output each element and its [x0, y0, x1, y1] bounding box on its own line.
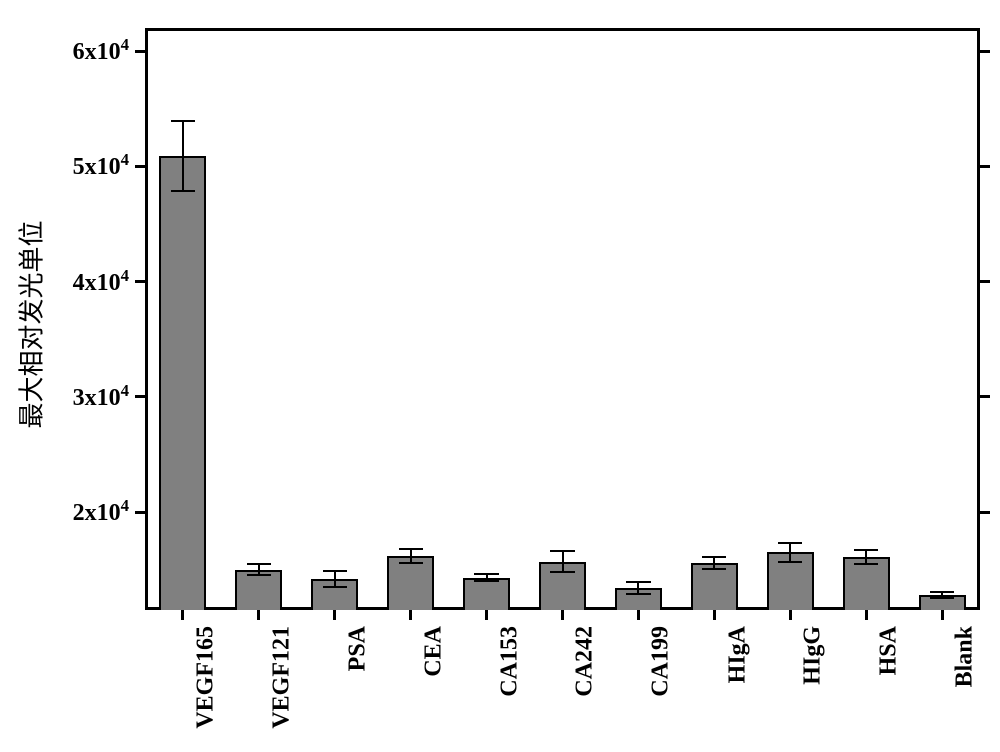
y-tick-right: [980, 395, 990, 398]
error-cap-bot: [247, 574, 271, 576]
error-cap-bot: [626, 593, 650, 595]
error-bar: [334, 571, 336, 587]
x-tick-label: PSA: [344, 626, 371, 671]
error-cap-top: [550, 550, 574, 552]
error-bar: [562, 551, 564, 572]
error-bar: [182, 121, 184, 191]
x-tick: [333, 610, 336, 620]
x-tick-label: CA153: [496, 626, 523, 697]
error-cap-top: [247, 563, 271, 565]
x-tick: [181, 610, 184, 620]
y-tick-right: [980, 511, 990, 514]
y-tick-label: 2x104: [73, 496, 129, 527]
frame-left: [145, 28, 148, 610]
x-tick: [485, 610, 488, 620]
x-tick-label: VEGF121: [268, 626, 295, 729]
y-tick-right: [980, 50, 990, 53]
y-tick-label: 4x104: [73, 266, 129, 297]
x-tick: [257, 610, 260, 620]
error-bar: [410, 549, 412, 563]
bar-chart: 2x104 3x104 4x104 5x104 6x104 最大相对发光单位 VEGF165…: [0, 0, 1000, 752]
y-tick-label: 6x104: [73, 35, 129, 66]
error-cap-top: [778, 542, 802, 544]
error-cap-bot: [171, 190, 195, 192]
error-cap-bot: [930, 597, 954, 599]
error-cap-top: [930, 591, 954, 593]
error-cap-top: [626, 581, 650, 583]
x-tick: [561, 610, 564, 620]
x-tick: [409, 610, 412, 620]
frame-right: [977, 28, 980, 610]
x-tick: [789, 610, 792, 620]
x-tick-label: HSA: [876, 626, 903, 675]
y-tick-right: [980, 280, 990, 283]
error-cap-top: [171, 120, 195, 122]
y-tick-label: 3x104: [73, 381, 129, 412]
bar-HIgA: [691, 563, 738, 610]
bar-HSA: [843, 557, 890, 610]
x-tick-label: CA242: [572, 626, 599, 697]
x-tick-label: CA199: [648, 626, 675, 697]
x-tick-label: CEA: [420, 626, 447, 677]
error-cap-bot: [474, 580, 498, 582]
x-tick-label: HIgA: [724, 626, 751, 683]
y-tick: [135, 511, 145, 514]
error-cap-top: [323, 570, 347, 572]
frame-top: [145, 28, 980, 31]
error-cap-bot: [550, 571, 574, 573]
error-cap-bot: [778, 561, 802, 563]
y-tick: [135, 395, 145, 398]
y-axis-title: 最大相对发光单位: [12, 175, 49, 475]
x-tick: [713, 610, 716, 620]
error-cap-bot: [854, 563, 878, 565]
x-tick: [865, 610, 868, 620]
x-tick-label: Blank: [952, 626, 979, 687]
error-cap-top: [854, 549, 878, 551]
error-cap-bot: [702, 568, 726, 570]
y-tick: [135, 165, 145, 168]
x-tick-label: VEGF165: [193, 626, 220, 729]
bar-CA153: [463, 578, 510, 610]
x-tick: [637, 610, 640, 620]
y-tick-right: [980, 165, 990, 168]
error-cap-top: [399, 548, 423, 550]
error-cap-top: [474, 573, 498, 575]
y-tick: [135, 50, 145, 53]
y-tick-label: 5x104: [73, 150, 129, 181]
y-tick: [135, 280, 145, 283]
error-bar: [789, 543, 791, 563]
error-cap-bot: [323, 586, 347, 588]
bar-VEGF165: [159, 156, 206, 610]
x-tick-label: HIgG: [800, 626, 827, 685]
error-cap-bot: [399, 562, 423, 564]
bar-CEA: [387, 556, 434, 610]
x-tick: [941, 610, 944, 620]
error-bar: [865, 550, 867, 564]
error-cap-top: [702, 556, 726, 558]
